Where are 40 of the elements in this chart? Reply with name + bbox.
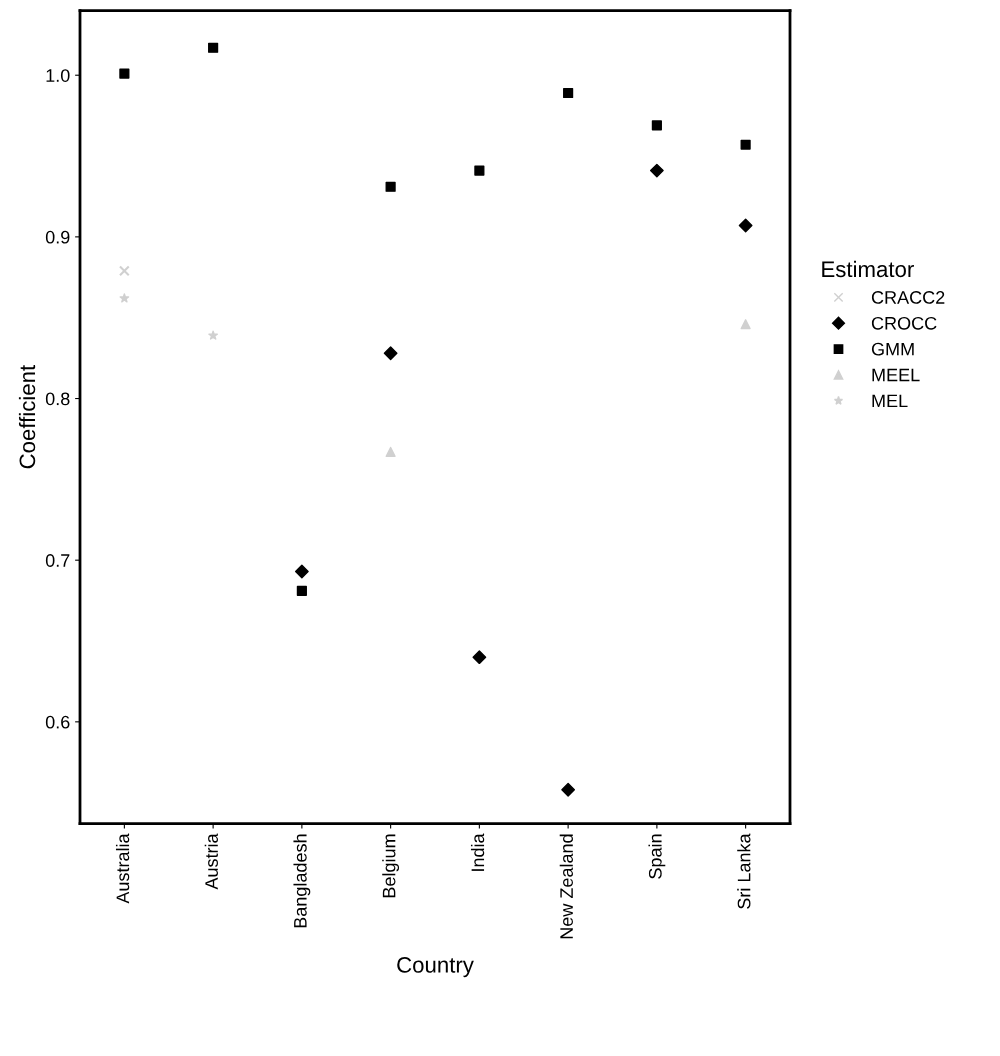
point bbox=[294, 564, 309, 579]
legend-label: MEEL bbox=[872, 368, 920, 382]
point bbox=[119, 293, 130, 303]
y-tick-label: 0.7 bbox=[45, 554, 70, 567]
point bbox=[119, 68, 130, 79]
legend-title: Estimator bbox=[822, 260, 914, 278]
x-tick-label: Sri Lanka bbox=[737, 833, 751, 909]
y-tick-label: 1.0 bbox=[46, 69, 70, 82]
point bbox=[385, 446, 396, 457]
x-tick-label: Austria bbox=[204, 833, 218, 890]
point bbox=[649, 163, 664, 178]
x-tick-label: Bangladesh bbox=[293, 834, 311, 928]
legend-label: GMM bbox=[871, 342, 914, 356]
point bbox=[738, 218, 753, 233]
x-tick-label: Australia bbox=[115, 833, 130, 904]
point bbox=[385, 181, 396, 192]
x-tick-label: India bbox=[470, 833, 485, 871]
y-tick-label: 0.6 bbox=[45, 715, 70, 729]
point bbox=[472, 650, 487, 665]
y-tick-label: 0.8 bbox=[45, 392, 70, 406]
x-axis-title: Country bbox=[397, 957, 474, 978]
point bbox=[740, 139, 751, 150]
point bbox=[208, 42, 219, 53]
y-axis-title: Coefficient bbox=[18, 364, 36, 469]
legend-label: CROCC bbox=[871, 316, 937, 330]
point bbox=[208, 330, 218, 340]
x-tick-label: Belgium bbox=[382, 834, 400, 898]
x-tick-label: Spain bbox=[648, 834, 666, 879]
point bbox=[563, 87, 574, 99]
point bbox=[383, 346, 398, 361]
point bbox=[296, 585, 307, 596]
point bbox=[651, 120, 662, 131]
legend-label: MEL bbox=[872, 394, 908, 408]
y-tick-label: 0.9 bbox=[45, 230, 70, 244]
point bbox=[118, 265, 130, 277]
point bbox=[740, 319, 751, 330]
point bbox=[561, 782, 576, 797]
point bbox=[474, 165, 485, 176]
legend-label: CRACC2 bbox=[871, 291, 945, 304]
x-tick-label: New Zealand bbox=[559, 834, 573, 939]
